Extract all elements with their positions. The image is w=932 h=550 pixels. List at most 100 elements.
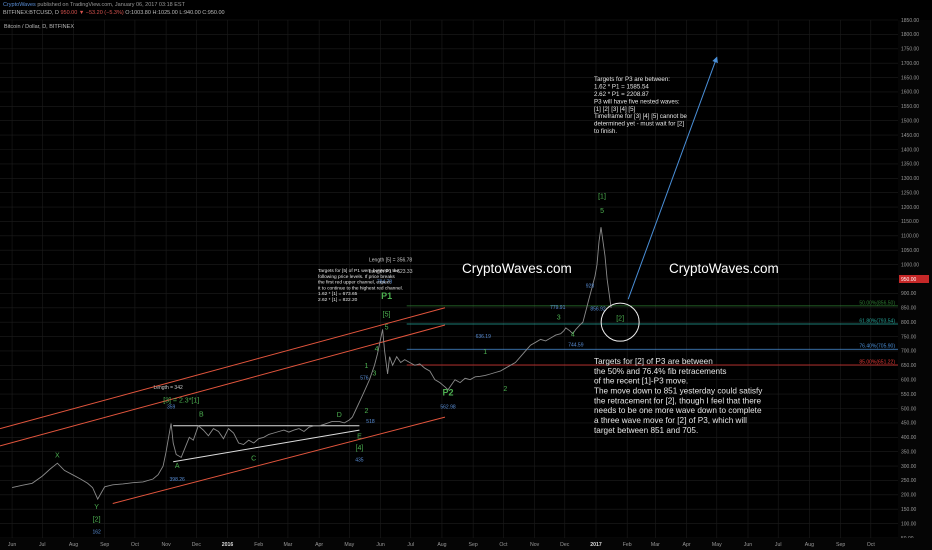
p3-targets-note-line: Timeframe for [3] [4] [5] cannot be bbox=[594, 113, 688, 120]
price-tick-label: 1050.00 bbox=[901, 248, 919, 254]
symbol-info: BITFINEX:BTCUSD, D 950.00 ▼ −53.20 (−5.3… bbox=[3, 10, 225, 16]
price-tick-label: 200.00 bbox=[901, 493, 917, 499]
target-circle bbox=[600, 302, 640, 342]
price-tick-label: 700.00 bbox=[901, 349, 917, 355]
price-tick-label: 100.00 bbox=[901, 521, 917, 527]
price-tick-label: 1500.00 bbox=[901, 119, 919, 125]
wave-label: 5 bbox=[385, 324, 389, 331]
chart-title: Bitcoin / Dollar, D, BITFINEX bbox=[4, 24, 74, 30]
wave-label: 518 bbox=[366, 419, 375, 425]
p3-targets-note-line: to finish. bbox=[594, 128, 617, 135]
p1-targets-note-line: 1.62 * [1] = 673.65 bbox=[318, 291, 358, 297]
p1-targets-note-line: following price levels. If price breaks bbox=[318, 274, 395, 280]
wave-label: 744.59 bbox=[568, 343, 584, 349]
p3-targets-note-line: 2.62 * P1 = 2208.87 bbox=[594, 91, 649, 98]
price-tick-label: 750.00 bbox=[901, 334, 917, 340]
p3-targets-note-line: Targets for P3 are between: bbox=[594, 76, 670, 83]
price-tick-label: 150.00 bbox=[901, 507, 917, 513]
p1-targets-note-line: 2.62 * [1] = 822.20 bbox=[318, 297, 358, 303]
projection-arrow bbox=[627, 56, 718, 300]
p3-targets-note: Targets for P3 are between: 1.62 * P1 = 1… bbox=[594, 76, 688, 135]
wave-label: P1 bbox=[381, 291, 392, 301]
wave-label: 4 bbox=[375, 346, 379, 353]
wave-label: A bbox=[175, 463, 180, 470]
p3-wave2-note-line: a three wave move for [2] of P3, which w… bbox=[594, 416, 747, 425]
time-tick-label: Oct bbox=[867, 542, 876, 548]
time-tick-label: May bbox=[344, 542, 354, 548]
price-tick-label: 1100.00 bbox=[901, 234, 919, 240]
price-tick-label: 350.00 bbox=[901, 449, 917, 455]
channel-lines bbox=[0, 307, 446, 504]
last-price: 950.00 bbox=[60, 10, 78, 16]
wave-label: 398.26 bbox=[170, 477, 186, 483]
wave-label: [4] bbox=[356, 445, 364, 452]
p3-targets-note-line: determined yet - must wait for [2] bbox=[594, 121, 684, 128]
time-tick-label: Mar bbox=[651, 542, 660, 548]
p3-wave2-note-line: target between 851 and 705. bbox=[594, 426, 698, 435]
price-tick-label: 450.00 bbox=[901, 421, 917, 427]
current-price-badge bbox=[899, 275, 929, 283]
time-tick-label: 2017 bbox=[590, 542, 602, 548]
publish-info: CryptoWaves published on TradingView.com… bbox=[3, 2, 185, 8]
price-axis[interactable]: 50.00100.00150.00200.00250.00300.00350.0… bbox=[898, 18, 932, 542]
p3-wave2-note-line: the 50% and 76.4% fib retracements bbox=[594, 367, 726, 376]
p3-wave2-note-line: The move down to 851 yesterday could sat… bbox=[594, 387, 763, 396]
time-tick-label: 2016 bbox=[222, 542, 234, 548]
price-tick-label: 1200.00 bbox=[901, 205, 919, 211]
wave-label: D bbox=[337, 412, 342, 419]
time-tick-label: Feb bbox=[623, 542, 632, 548]
time-axis-bg bbox=[0, 538, 932, 550]
time-tick-label: Jun bbox=[744, 542, 752, 548]
price-tick-label: 1600.00 bbox=[901, 90, 919, 96]
channel-line bbox=[0, 307, 446, 430]
price-tick-label: 1700.00 bbox=[901, 61, 919, 67]
fib-label: 76.40%(705.90) bbox=[859, 344, 895, 350]
time-tick-label: Jun bbox=[8, 542, 16, 548]
wave-label: [2] bbox=[616, 316, 624, 323]
price-tick-label: 1450.00 bbox=[901, 133, 919, 139]
time-tick-label: Nov bbox=[161, 542, 171, 548]
channel-line bbox=[0, 324, 446, 447]
time-tick-label: Aug bbox=[805, 542, 814, 548]
wave-label: [5] bbox=[383, 311, 391, 318]
p3-targets-note-line: 1.62 * P1 = 1585.54 bbox=[594, 83, 649, 90]
price-tick-label: 1400.00 bbox=[901, 147, 919, 153]
time-tick-label: Dec bbox=[192, 542, 202, 548]
grid-lines bbox=[0, 19, 898, 539]
time-axis[interactable]: Jun Jul Aug Sep Oct Nov Dec 2016 Feb Mar Apr May Jun… bbox=[0, 538, 932, 550]
p1-targets-note: Targets for [5] of P1 were between the fo… bbox=[318, 268, 403, 303]
current-price-label: 950.00 bbox=[901, 277, 917, 283]
fib-label: 61.80%(793.54) bbox=[859, 319, 895, 325]
p3-wave2-note-line: of the recent [1]-P3 move. bbox=[594, 377, 688, 386]
wave-label: [2] bbox=[93, 516, 101, 523]
p3-wave2-note: Targets for [2] of P3 are between the 50%… bbox=[594, 357, 763, 435]
price-tick-label: 500.00 bbox=[901, 406, 917, 412]
wave-label: 1 bbox=[364, 363, 368, 370]
wave-label: C bbox=[251, 455, 256, 462]
wave-label: [1] bbox=[598, 193, 606, 200]
price-tick-label: 1550.00 bbox=[901, 104, 919, 110]
time-tick-label: Jun bbox=[376, 542, 384, 548]
wave-label: 162 bbox=[92, 530, 101, 536]
time-tick-label: Sep bbox=[836, 542, 845, 548]
wave-label: B bbox=[199, 412, 204, 419]
author-link[interactable]: CryptoWaves bbox=[3, 2, 36, 8]
time-tick-label: Feb bbox=[254, 542, 263, 548]
price-tick-label: 1650.00 bbox=[901, 75, 919, 81]
price-tick-label: 900.00 bbox=[901, 291, 917, 297]
wave-label: Length P1 = 623.33 bbox=[369, 269, 413, 275]
time-tick-label: Dec bbox=[560, 542, 570, 548]
price-tick-label: 1300.00 bbox=[901, 176, 919, 182]
wave-label: [3] = 2.3*[1] bbox=[163, 398, 199, 405]
p3-wave2-note-line: Targets for [2] of P3 are between bbox=[594, 357, 713, 366]
wave-label: 435 bbox=[355, 458, 364, 464]
price-tick-label: 1000.00 bbox=[901, 262, 919, 268]
wave-label: P2 bbox=[442, 388, 453, 398]
wave-label: Length = 342 bbox=[153, 385, 183, 391]
price-tick-label: 850.00 bbox=[901, 306, 917, 312]
wave-label: 3 bbox=[557, 314, 561, 321]
time-tick-label: Aug bbox=[69, 542, 78, 548]
time-tick-label: May bbox=[712, 542, 722, 548]
